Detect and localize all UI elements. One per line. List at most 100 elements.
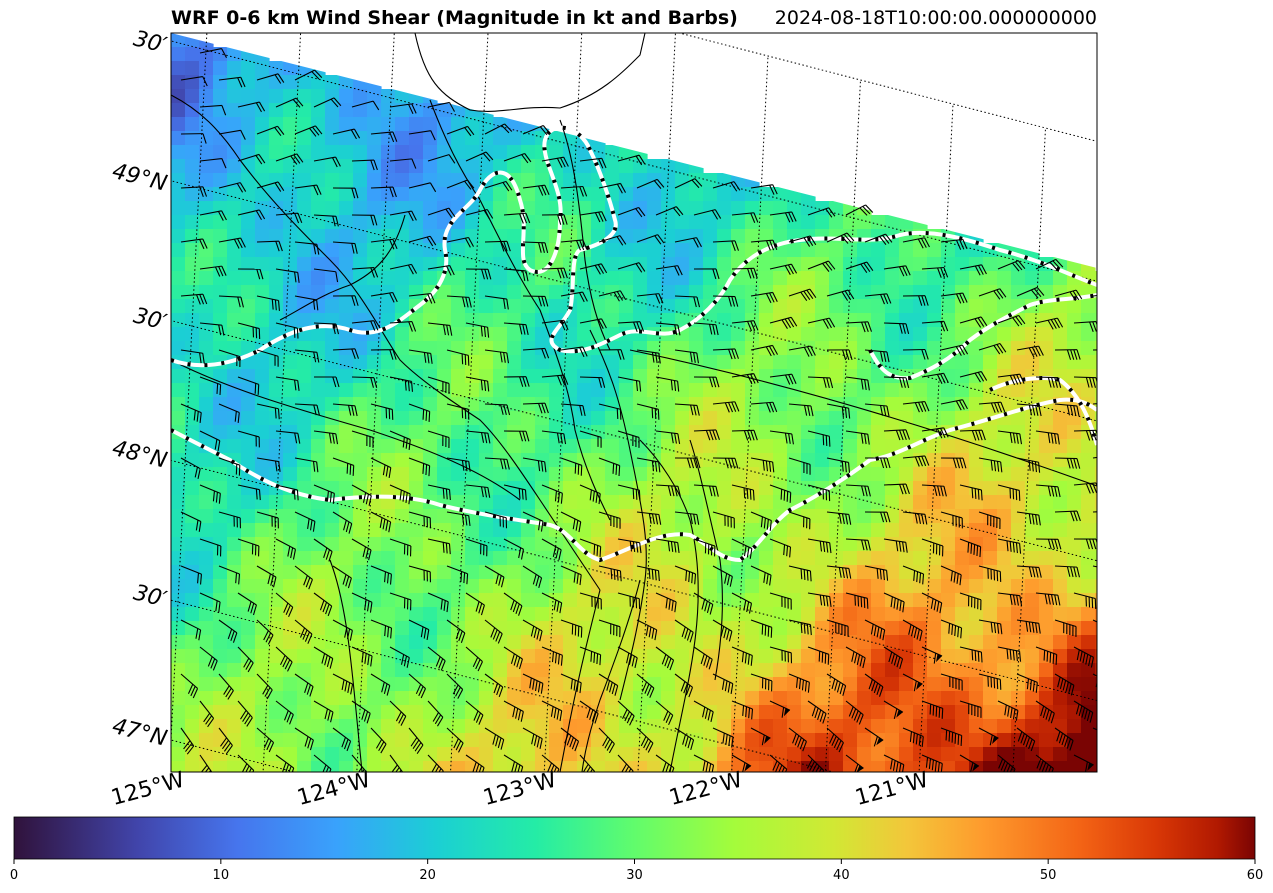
- wind-barb: [769, 700, 791, 718]
- field-cell: [493, 677, 508, 692]
- field-cell: [759, 467, 774, 482]
- field-cell: [311, 327, 326, 342]
- wind-barb: [617, 592, 641, 610]
- field-cell: [549, 369, 564, 384]
- field-cell: [353, 285, 368, 300]
- field-cell: [689, 271, 704, 286]
- wind-barb: [1016, 619, 1041, 634]
- field-cell: [871, 369, 886, 384]
- field-cell: [1053, 537, 1068, 552]
- field-cell: [563, 187, 578, 202]
- field-cell: [423, 327, 438, 342]
- field-cell: [955, 383, 970, 398]
- field-cell: [1095, 467, 1097, 482]
- field-cell: [507, 271, 522, 286]
- field-cell: [675, 369, 690, 384]
- field-cell: [843, 243, 858, 258]
- field-cell: [787, 313, 802, 328]
- field-cell: [269, 201, 284, 216]
- field-cell: [465, 215, 480, 230]
- field-cell: [395, 397, 410, 412]
- wind-barb: [750, 565, 772, 586]
- map-title: WRF 0-6 km Wind Shear (Magnitude in kt a…: [171, 7, 738, 29]
- field-cell: [479, 719, 494, 734]
- field-cell: [227, 635, 242, 650]
- field-cell: [591, 285, 606, 300]
- wind-barb: [294, 69, 323, 81]
- field-cell: [339, 215, 354, 230]
- field-cell: [759, 495, 774, 510]
- field-cell: [493, 313, 508, 328]
- field-cell: [787, 649, 802, 664]
- field-cell: [507, 733, 522, 748]
- wind-barb: [446, 457, 471, 472]
- field-cell: [717, 313, 732, 328]
- field-cell: [227, 383, 242, 398]
- wind-barb: [351, 320, 379, 331]
- wind-barb: [541, 214, 568, 225]
- field-cell: [255, 439, 270, 454]
- field-cell: [717, 649, 732, 664]
- field-cell: [269, 271, 284, 286]
- field-cell: [283, 411, 298, 426]
- field-cell: [507, 215, 522, 230]
- field-cell: [353, 663, 368, 678]
- field-cell: [577, 327, 592, 342]
- wind-barb: [826, 403, 851, 419]
- field-cell: [339, 719, 354, 734]
- wind-barb: [712, 511, 735, 529]
- field-cell: [675, 313, 690, 328]
- field-cell: [1025, 313, 1040, 328]
- field-cell: [619, 761, 634, 772]
- wind-barb: [1016, 403, 1042, 417]
- field-cell: [395, 467, 410, 482]
- field-cell: [171, 691, 186, 706]
- field-cell: [717, 733, 732, 748]
- wind-barb: [617, 154, 646, 166]
- wind-barb: [370, 291, 398, 303]
- field-cell: [605, 355, 620, 370]
- field-cell: [969, 579, 984, 594]
- field-cell: [563, 705, 578, 720]
- field-cell: [745, 635, 760, 650]
- field-cell: [227, 467, 242, 482]
- field-cell: [717, 173, 732, 188]
- wind-barb: [959, 316, 988, 328]
- field-cell: [955, 411, 970, 426]
- field-cell: [521, 145, 536, 160]
- field-cell: [409, 537, 424, 552]
- field-cell: [199, 481, 214, 496]
- wind-barb: [845, 204, 874, 216]
- field-cell: [269, 89, 284, 104]
- field-cell: [269, 579, 284, 594]
- field-cell: [647, 733, 662, 748]
- field-cell: [941, 467, 956, 482]
- field-cell: [661, 495, 676, 510]
- field-cell: [199, 537, 214, 552]
- field-cell: [857, 383, 872, 398]
- field-cell: [451, 677, 466, 692]
- wind-barb: [275, 700, 294, 725]
- field-cell: [927, 565, 942, 580]
- longitude-gridline: [0, 0, 28, 830]
- field-cell: [843, 761, 858, 772]
- field-cell: [479, 733, 494, 748]
- field-cell: [297, 593, 312, 608]
- wind-barb: [503, 212, 531, 224]
- field-cell: [689, 425, 704, 440]
- field-cell: [521, 537, 536, 552]
- field-cell: [913, 481, 928, 496]
- field-cell: [339, 397, 354, 412]
- field-cell: [675, 187, 690, 202]
- field-cell: [773, 663, 788, 678]
- field-cell: [605, 299, 620, 314]
- field-cell: [801, 313, 816, 328]
- field-cell: [451, 229, 466, 244]
- wind-barb: [389, 430, 411, 451]
- coastline-segment: [171, 94, 601, 591]
- wind-barb: [731, 267, 758, 279]
- field-cell: [353, 383, 368, 398]
- field-cell: [409, 159, 424, 174]
- field-cell: [297, 187, 312, 202]
- wind-barb: [484, 457, 510, 470]
